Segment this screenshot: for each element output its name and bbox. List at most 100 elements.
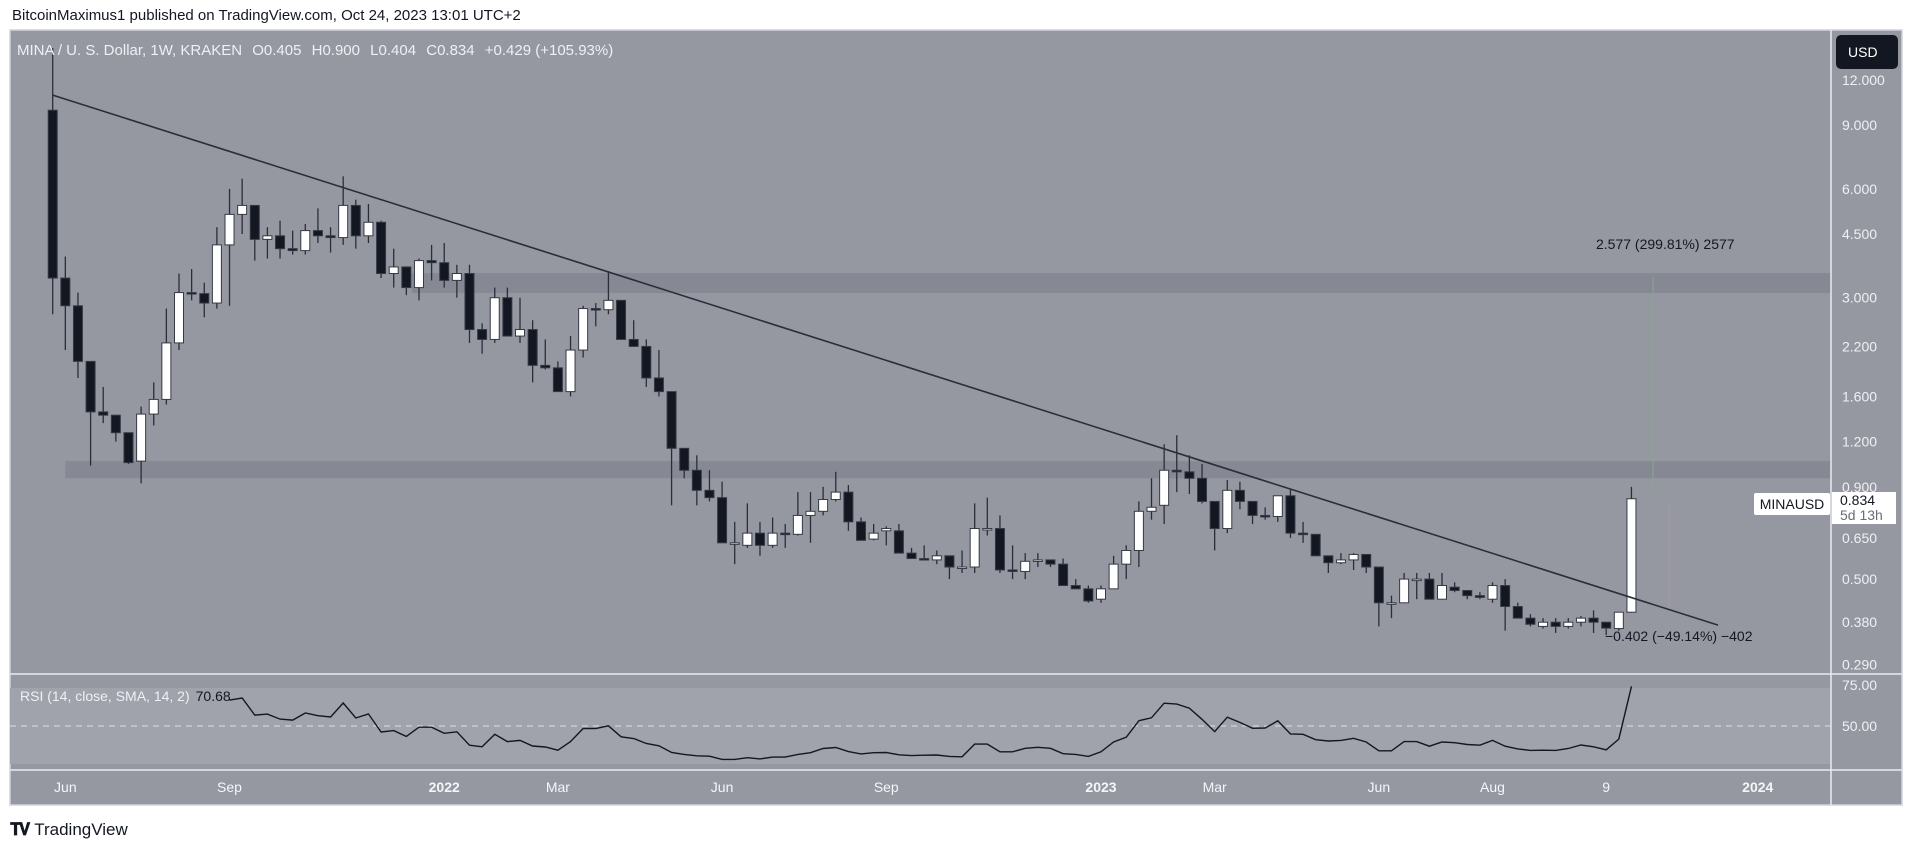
price-tick-label: 0.380: [1842, 614, 1877, 630]
symbol-price-label: MINAUSD: [1754, 493, 1830, 515]
candle-body-down: [527, 329, 538, 366]
candle-body-down: [1310, 533, 1321, 557]
candle-body-up: [1108, 563, 1119, 590]
candle: [123, 432, 134, 465]
candle: [1133, 501, 1144, 568]
legend-high: H0.900: [311, 42, 360, 59]
price-tick-label: 0.650: [1842, 530, 1877, 546]
candle-body-down: [1449, 586, 1460, 592]
candle: [994, 515, 1005, 573]
candle-body-down: [1512, 605, 1523, 619]
time-tick-label: 2024: [1742, 779, 1773, 795]
candle-body-up: [1133, 510, 1144, 551]
candle-body-down: [540, 364, 551, 369]
candle: [464, 264, 475, 343]
candle: [350, 199, 361, 249]
rsi-axis[interactable]: 75.00 50.00: [1842, 677, 1877, 734]
candle-body-down: [249, 204, 260, 240]
candle-body-down: [1601, 621, 1612, 629]
candle: [110, 414, 121, 442]
candle: [957, 550, 968, 573]
rsi-label[interactable]: RSI (14, close, SMA, 14, 2): [20, 688, 190, 704]
candle-body-up: [1626, 498, 1637, 613]
candle: [1601, 621, 1612, 636]
candle: [603, 271, 614, 315]
time-axis[interactable]: Jun Sep 2022 Mar Jun Sep 2023 Mar Jun Aug 9 2024: [54, 779, 1773, 795]
candle-body-down: [1373, 566, 1384, 604]
candle: [754, 521, 765, 556]
candle-body-down: [994, 528, 1005, 571]
candle: [1575, 616, 1586, 627]
candle-body-up: [1032, 559, 1043, 562]
candle: [552, 361, 563, 393]
candle: [830, 471, 841, 502]
candle: [691, 455, 702, 506]
symbol-title[interactable]: MINA / U. S. Dollar, 1W, KRAKEN: [17, 42, 243, 59]
candle-body-down: [60, 277, 71, 307]
price-zone-0[interactable]: [411, 273, 1831, 294]
candle: [325, 227, 336, 253]
candle-body-up: [148, 398, 159, 415]
candle-body-down: [1058, 563, 1069, 587]
candle: [616, 299, 627, 340]
candle-body-down: [1525, 617, 1536, 625]
candle-body-down: [1588, 617, 1599, 623]
candle: [628, 320, 639, 347]
legend-close: C0.834: [426, 42, 475, 59]
descending-trendline[interactable]: [52, 94, 1719, 626]
candle: [489, 287, 500, 343]
price-tick-label: 1.200: [1842, 434, 1877, 450]
candle-body-down: [1298, 532, 1309, 536]
candle-body-down: [1045, 559, 1056, 565]
candle: [1474, 592, 1485, 600]
measure-label-lower: −0.402 (−49.14%) −402: [1605, 628, 1753, 644]
candle: [60, 256, 71, 351]
candle-body-down: [477, 329, 488, 340]
candle-body-down: [1247, 500, 1258, 516]
candle: [1411, 572, 1422, 600]
tradingview-logo[interactable]: 𝐓𝐕 TradingView: [10, 820, 128, 840]
candle-body-down: [906, 552, 917, 560]
candle-body-up: [174, 292, 184, 344]
brand-name: TradingView: [34, 820, 128, 839]
candle-body-up: [300, 230, 311, 252]
price-zone-1[interactable]: [65, 461, 1832, 479]
candle: [224, 188, 235, 306]
candle: [98, 386, 109, 424]
candle: [1462, 590, 1473, 600]
candle: [805, 492, 816, 543]
candle-body-down: [590, 308, 601, 311]
currency-button[interactable]: USD: [1836, 35, 1898, 69]
candle: [653, 350, 664, 397]
candle-body-up: [881, 528, 892, 532]
candle: [1449, 582, 1460, 593]
price-axis[interactable]: 12.000 9.000 6.000 4.500 3.000 2.200 1.600 1.20…: [1842, 72, 1885, 673]
candles: [47, 48, 1637, 636]
candle-body-down: [1500, 585, 1511, 607]
candle-body-down: [186, 292, 197, 295]
candle: [893, 524, 904, 554]
time-tick-label: Aug: [1480, 779, 1505, 795]
candle: [969, 503, 980, 573]
measure-lines: [1652, 277, 1670, 607]
candle: [1500, 579, 1511, 631]
candle: [1525, 614, 1536, 627]
candle: [1272, 495, 1283, 522]
candle-body-down: [1007, 569, 1018, 572]
price-tick-label: 0.290: [1842, 657, 1877, 673]
candle-body-up: [1538, 621, 1549, 627]
candle-body-up: [237, 204, 248, 215]
candle-body-down: [616, 299, 627, 340]
time-tick-label: Sep: [874, 779, 899, 795]
candle-body-up: [1272, 495, 1283, 517]
candle: [1361, 553, 1372, 573]
last-price: 0.834: [1840, 492, 1876, 508]
candle: [1197, 464, 1208, 504]
candle-body-up: [1146, 506, 1157, 512]
candle: [451, 264, 462, 298]
candle-body-up: [969, 528, 980, 568]
candle-body-down: [85, 360, 96, 413]
candle-body-down: [1323, 555, 1334, 564]
candle-body-up: [1335, 559, 1346, 564]
